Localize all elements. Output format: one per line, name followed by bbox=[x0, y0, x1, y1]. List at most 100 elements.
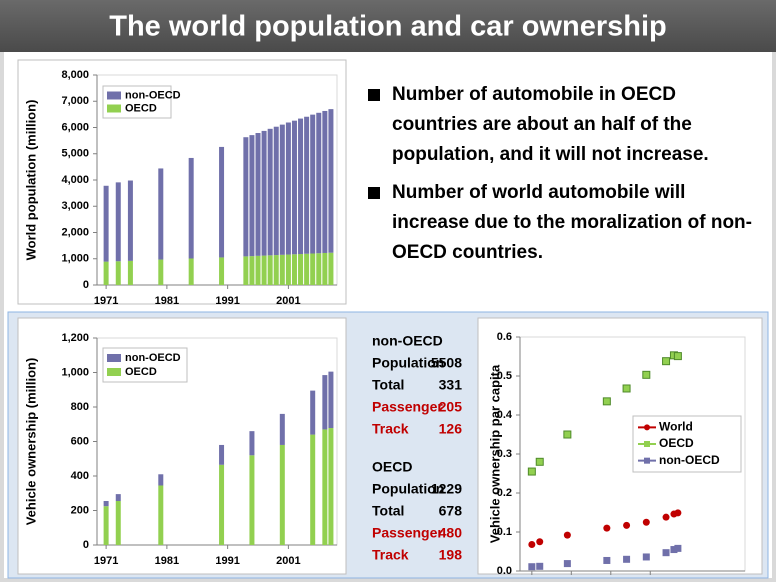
point bbox=[662, 549, 670, 557]
stats-value: 5508 bbox=[431, 355, 462, 371]
bar-segment bbox=[261, 130, 267, 256]
x-tick-label: 1971 bbox=[520, 581, 544, 582]
bar-segment bbox=[219, 464, 225, 545]
bar-segment bbox=[219, 146, 225, 258]
x-tick-label: 1971 bbox=[94, 555, 118, 567]
y-tick-label: 1,000 bbox=[61, 366, 89, 378]
slide-title: The world population and car ownership bbox=[109, 11, 666, 43]
y-tick-label: 3,000 bbox=[61, 200, 89, 212]
chart-panel bbox=[17, 59, 347, 305]
x-tick-label: 1991 bbox=[599, 581, 623, 582]
stats-value: 1229 bbox=[431, 481, 462, 497]
bar-segment bbox=[310, 114, 316, 254]
y-axis-title: World population (million) bbox=[23, 100, 38, 261]
bar-segment bbox=[328, 428, 334, 545]
bar-segment bbox=[298, 254, 304, 285]
stats-value: 205 bbox=[439, 399, 463, 415]
bar-segment bbox=[328, 109, 334, 253]
point bbox=[673, 352, 682, 361]
legend-swatch bbox=[107, 368, 121, 376]
bar-segment bbox=[127, 180, 133, 261]
bar-segment bbox=[249, 431, 255, 456]
bar-segment bbox=[261, 255, 267, 285]
legend-swatch bbox=[107, 91, 121, 100]
legend-swatch bbox=[107, 104, 121, 113]
stats-label: Population bbox=[372, 355, 444, 371]
y-tick-label: 0 bbox=[83, 279, 89, 291]
stats-value: 331 bbox=[439, 377, 463, 393]
bar-segment bbox=[267, 128, 273, 256]
bar-segment bbox=[322, 429, 328, 545]
bar-segment bbox=[322, 110, 328, 253]
point bbox=[563, 531, 571, 539]
bar-segment bbox=[115, 501, 121, 545]
point bbox=[642, 518, 650, 526]
point bbox=[528, 563, 536, 571]
y-tick-label: 0.4 bbox=[497, 409, 513, 421]
bar-segment bbox=[158, 474, 164, 486]
bar-segment bbox=[267, 255, 273, 285]
point bbox=[602, 397, 611, 406]
point bbox=[662, 357, 671, 366]
stats-value: 678 bbox=[439, 503, 463, 519]
bar-segment bbox=[310, 390, 316, 435]
bar-segment bbox=[304, 116, 310, 254]
bar-segment bbox=[304, 253, 310, 285]
y-tick-label: 400 bbox=[71, 470, 89, 482]
bar-segment bbox=[158, 485, 164, 545]
y-tick-label: 8,000 bbox=[61, 69, 89, 81]
bar-segment bbox=[249, 135, 255, 257]
bar-segment bbox=[115, 182, 121, 262]
y-tick-label: 0.6 bbox=[497, 331, 512, 343]
point bbox=[535, 457, 544, 466]
y-tick-label: 2,000 bbox=[61, 226, 89, 238]
bar-segment bbox=[188, 258, 194, 285]
y-tick-label: 1,200 bbox=[61, 332, 89, 344]
x-tick-label: 1981 bbox=[155, 555, 179, 567]
bar-segment bbox=[316, 253, 322, 285]
bar-segment bbox=[328, 252, 334, 285]
legend-label: non-OECD bbox=[125, 352, 181, 364]
bar-segment bbox=[310, 434, 316, 545]
point bbox=[528, 540, 536, 548]
y-tick-label: 4,000 bbox=[61, 174, 89, 186]
stats-group: OECD bbox=[372, 459, 412, 475]
point bbox=[563, 430, 572, 439]
legend-marker bbox=[644, 441, 650, 447]
legend-box bbox=[102, 85, 172, 119]
bar-segment bbox=[279, 413, 285, 445]
bar-segment bbox=[249, 256, 255, 285]
stats-label: Total bbox=[372, 377, 404, 393]
y-tick-label: 0.3 bbox=[497, 448, 512, 460]
stats-label: Passenger bbox=[372, 399, 443, 415]
bar-segment bbox=[103, 506, 109, 545]
title-bar bbox=[0, 0, 776, 52]
point bbox=[642, 553, 650, 561]
x-tick-label: 1981 bbox=[559, 581, 583, 582]
legend-label: non-OECD bbox=[659, 453, 720, 467]
x-tick-label: 2001 bbox=[276, 295, 300, 307]
x-tick-label: 2001 bbox=[276, 555, 300, 567]
point bbox=[674, 544, 682, 552]
point bbox=[536, 538, 544, 546]
stats-group: non-OECD bbox=[372, 333, 443, 349]
point bbox=[622, 384, 631, 393]
stats-label: Population bbox=[372, 481, 444, 497]
point bbox=[527, 467, 536, 476]
bar-segment bbox=[255, 133, 261, 256]
y-tick-label: 0.5 bbox=[497, 370, 512, 382]
bar-segment bbox=[285, 122, 291, 255]
y-tick-label: 0.1 bbox=[497, 526, 512, 538]
legend-swatch bbox=[107, 354, 121, 362]
bar-segment bbox=[322, 375, 328, 430]
y-tick-label: 600 bbox=[71, 435, 89, 447]
point bbox=[563, 560, 571, 568]
point bbox=[623, 521, 631, 529]
legend-label: OECD bbox=[125, 102, 157, 114]
bar-segment bbox=[310, 253, 316, 285]
x-tick-label: 1991 bbox=[215, 295, 239, 307]
point bbox=[662, 513, 670, 521]
bar-segment bbox=[219, 257, 225, 285]
bar-segment bbox=[285, 254, 291, 285]
